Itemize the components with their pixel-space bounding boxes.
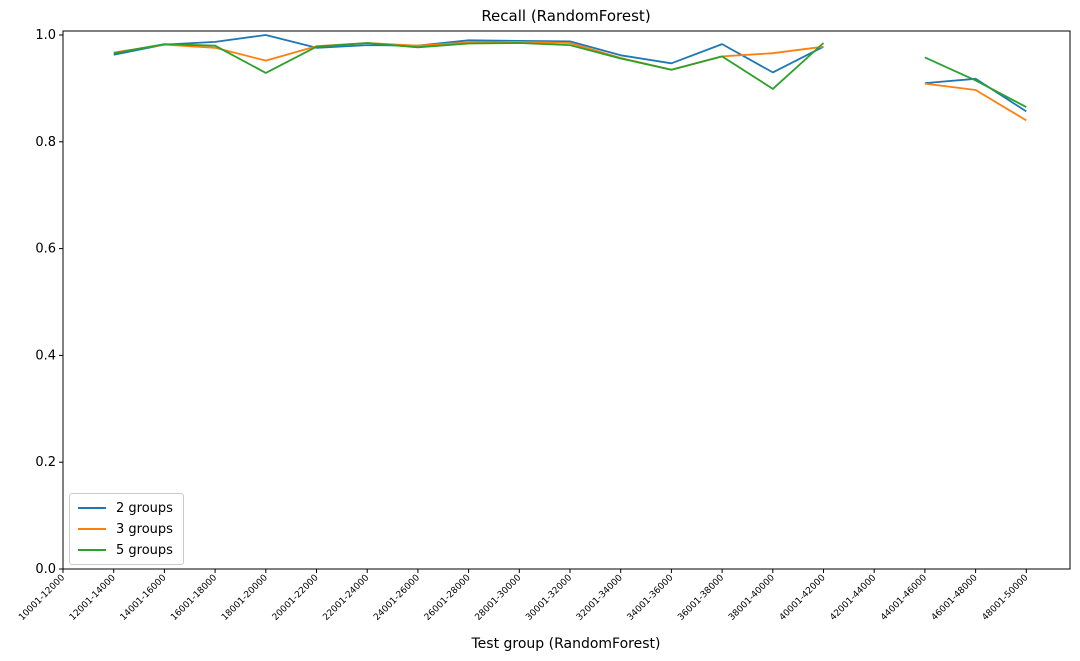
legend-swatch bbox=[78, 549, 106, 551]
y-tick-label: 1.0 bbox=[35, 28, 56, 43]
legend-item-5-groups: 5 groups bbox=[78, 542, 173, 558]
x-tick-label: 38001-40000 bbox=[727, 573, 777, 623]
legend: 2 groups 3 groups 5 groups bbox=[69, 493, 184, 565]
x-axis-label: Test group (RandomForest) bbox=[471, 636, 661, 652]
plot-frame bbox=[62, 30, 1071, 570]
x-tick-label: 16001-18000 bbox=[169, 573, 219, 623]
legend-label: 2 groups bbox=[116, 500, 173, 516]
y-tick-label: 0.6 bbox=[35, 242, 56, 257]
x-tick-label: 48001-50000 bbox=[981, 573, 1031, 623]
y-tick-label: 0.2 bbox=[35, 455, 56, 470]
x-tick-label: 12001-14000 bbox=[68, 573, 118, 623]
series-line-2-groups bbox=[924, 77, 1027, 113]
y-tick-label: 0.8 bbox=[35, 135, 56, 150]
y-tick-label: 0.4 bbox=[35, 348, 56, 363]
x-tick-label: 14001-16000 bbox=[119, 573, 169, 623]
x-tick-label: 30001-32000 bbox=[524, 573, 574, 623]
series-line-2-groups bbox=[113, 34, 824, 74]
x-tick-label: 20001-22000 bbox=[271, 573, 321, 623]
legend-item-3-groups: 3 groups bbox=[78, 521, 173, 537]
legend-label: 3 groups bbox=[116, 521, 173, 537]
x-tick-label: 46001-48000 bbox=[930, 573, 980, 623]
x-tick-label: 24001-26000 bbox=[372, 573, 422, 623]
y-axis: 0.0 0.2 0.4 0.6 0.8 1.0 bbox=[35, 28, 63, 577]
x-tick-label: 36001-38000 bbox=[676, 573, 726, 623]
x-tick-label: 32001-34000 bbox=[575, 573, 625, 623]
x-tick-label: 10001-12000 bbox=[17, 573, 67, 623]
x-tick-label: 18001-20000 bbox=[220, 573, 270, 623]
y-tick-label: 0.0 bbox=[35, 562, 56, 577]
x-tick-label: 22001-24000 bbox=[321, 573, 371, 623]
series-layer bbox=[113, 34, 1027, 122]
chart-title: Recall (RandomForest) bbox=[481, 7, 650, 25]
series-line-5-groups bbox=[924, 56, 1027, 108]
x-tick-label: 42001-44000 bbox=[828, 573, 878, 623]
x-tick-label: 34001-36000 bbox=[626, 573, 676, 623]
legend-swatch bbox=[78, 507, 106, 509]
series-line-5-groups bbox=[113, 42, 825, 90]
x-axis: 10001-12000 12001-14000 14001-16000 16001-1… bbox=[17, 569, 1031, 623]
x-tick-label: 28001-30000 bbox=[474, 573, 524, 623]
legend-label: 5 groups bbox=[116, 542, 173, 558]
legend-swatch bbox=[78, 528, 106, 530]
x-tick-label: 40001-42000 bbox=[778, 573, 828, 623]
x-tick-label: 44001-46000 bbox=[879, 573, 929, 623]
series-line-3-groups bbox=[924, 82, 1027, 122]
legend-item-2-groups: 2 groups bbox=[78, 500, 173, 516]
x-tick-label: 26001-28000 bbox=[423, 573, 473, 623]
